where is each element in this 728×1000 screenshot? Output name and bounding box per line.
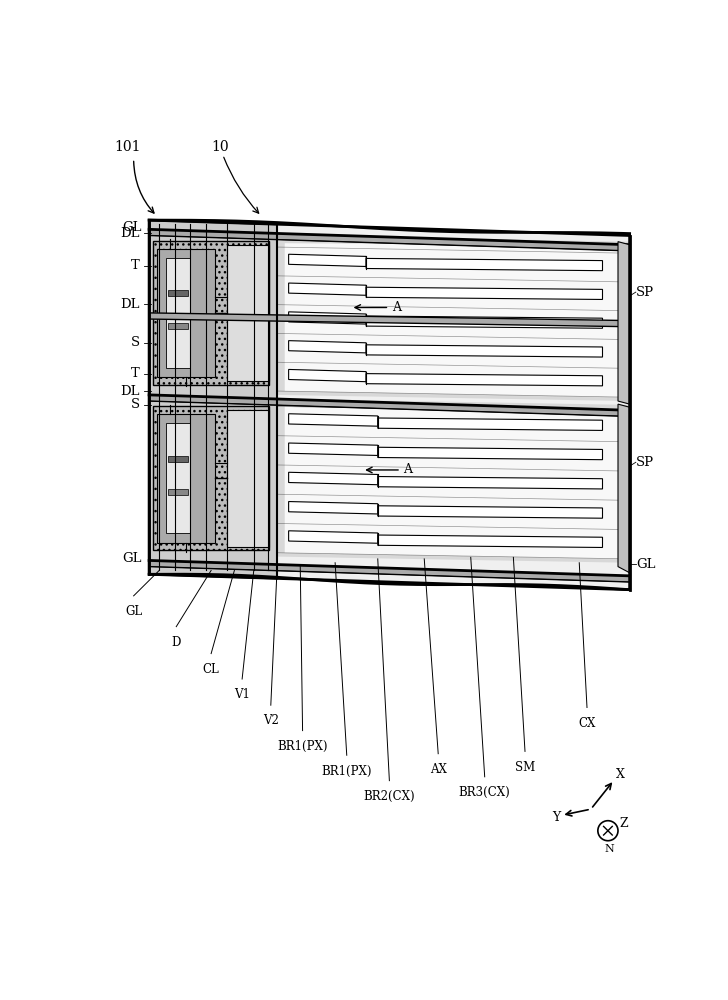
Text: S: S: [131, 336, 140, 349]
Text: CL: CL: [203, 663, 220, 676]
Polygon shape: [366, 316, 603, 328]
Polygon shape: [149, 313, 630, 327]
Polygon shape: [149, 560, 630, 582]
Polygon shape: [366, 287, 603, 299]
Polygon shape: [157, 249, 215, 377]
Polygon shape: [285, 406, 618, 559]
Polygon shape: [157, 414, 215, 543]
Text: SM: SM: [515, 761, 535, 774]
Polygon shape: [288, 443, 378, 455]
Text: 101: 101: [114, 140, 141, 154]
Text: 10: 10: [211, 140, 229, 154]
Text: BR2(CX): BR2(CX): [363, 790, 415, 803]
Polygon shape: [153, 241, 269, 385]
Text: BR1(PX): BR1(PX): [322, 764, 372, 777]
Polygon shape: [366, 258, 603, 271]
Polygon shape: [618, 242, 630, 404]
Polygon shape: [378, 535, 603, 547]
Text: A: A: [392, 301, 400, 314]
Polygon shape: [366, 345, 603, 357]
Text: D: D: [172, 636, 181, 649]
Polygon shape: [288, 414, 378, 426]
Polygon shape: [167, 290, 188, 296]
Text: DL: DL: [120, 298, 140, 311]
Text: T: T: [131, 259, 140, 272]
Polygon shape: [288, 283, 366, 295]
Polygon shape: [149, 229, 630, 251]
Text: Z: Z: [620, 817, 628, 830]
Polygon shape: [167, 489, 188, 495]
Polygon shape: [288, 312, 366, 324]
Text: S: S: [131, 398, 140, 411]
Polygon shape: [288, 472, 378, 485]
Text: DL: DL: [120, 385, 140, 398]
Polygon shape: [167, 323, 188, 329]
Text: GL: GL: [125, 605, 142, 618]
Text: GL: GL: [636, 558, 655, 571]
Polygon shape: [277, 224, 630, 590]
Text: Y: Y: [552, 811, 561, 824]
Text: CX: CX: [578, 717, 596, 730]
Text: BR3(CX): BR3(CX): [459, 786, 510, 799]
Text: A: A: [403, 463, 412, 476]
Polygon shape: [378, 506, 603, 518]
Text: DL: DL: [120, 227, 140, 240]
Polygon shape: [149, 220, 277, 578]
Text: BR1(PX): BR1(PX): [277, 740, 328, 753]
Polygon shape: [166, 423, 190, 533]
Text: V1: V1: [234, 688, 250, 701]
Polygon shape: [226, 245, 269, 381]
Text: SP: SP: [636, 456, 654, 469]
Polygon shape: [153, 406, 269, 550]
Text: V2: V2: [263, 714, 279, 727]
Polygon shape: [288, 502, 378, 514]
Text: AX: AX: [430, 763, 447, 776]
Polygon shape: [277, 399, 630, 563]
Polygon shape: [288, 341, 366, 353]
Text: X: X: [616, 768, 625, 781]
Polygon shape: [277, 235, 630, 401]
Polygon shape: [378, 418, 603, 430]
Text: GL: GL: [122, 552, 141, 565]
Text: N: N: [605, 844, 614, 854]
Polygon shape: [149, 220, 630, 590]
Polygon shape: [378, 447, 603, 460]
Polygon shape: [618, 404, 630, 573]
Text: GL: GL: [122, 221, 141, 234]
Polygon shape: [149, 220, 630, 590]
Polygon shape: [288, 531, 378, 543]
Polygon shape: [378, 477, 603, 489]
Polygon shape: [288, 369, 366, 382]
Text: SP: SP: [636, 286, 654, 299]
Polygon shape: [149, 395, 630, 416]
Polygon shape: [288, 254, 366, 266]
Polygon shape: [166, 258, 190, 368]
Polygon shape: [285, 243, 618, 397]
Polygon shape: [366, 374, 603, 386]
Text: T: T: [131, 367, 140, 380]
Polygon shape: [226, 410, 269, 547]
Polygon shape: [167, 456, 188, 462]
